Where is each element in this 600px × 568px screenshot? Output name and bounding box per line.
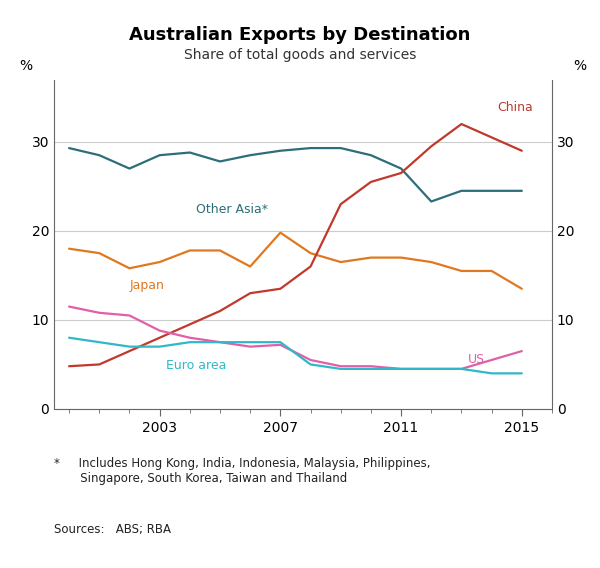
Text: Share of total goods and services: Share of total goods and services xyxy=(184,48,416,62)
Text: China: China xyxy=(497,101,533,114)
Text: Australian Exports by Destination: Australian Exports by Destination xyxy=(130,26,470,44)
Text: Sources:   ABS; RBA: Sources: ABS; RBA xyxy=(54,523,171,536)
Text: Euro area: Euro area xyxy=(166,359,226,372)
Text: %: % xyxy=(574,59,587,73)
Text: Other Asia*: Other Asia* xyxy=(196,203,268,216)
Text: Japan: Japan xyxy=(130,279,164,292)
Text: US: US xyxy=(467,353,485,366)
Text: %: % xyxy=(19,59,32,73)
Text: *     Includes Hong Kong, India, Indonesia, Malaysia, Philippines,
       Singap: * Includes Hong Kong, India, Indonesia, … xyxy=(54,457,431,485)
